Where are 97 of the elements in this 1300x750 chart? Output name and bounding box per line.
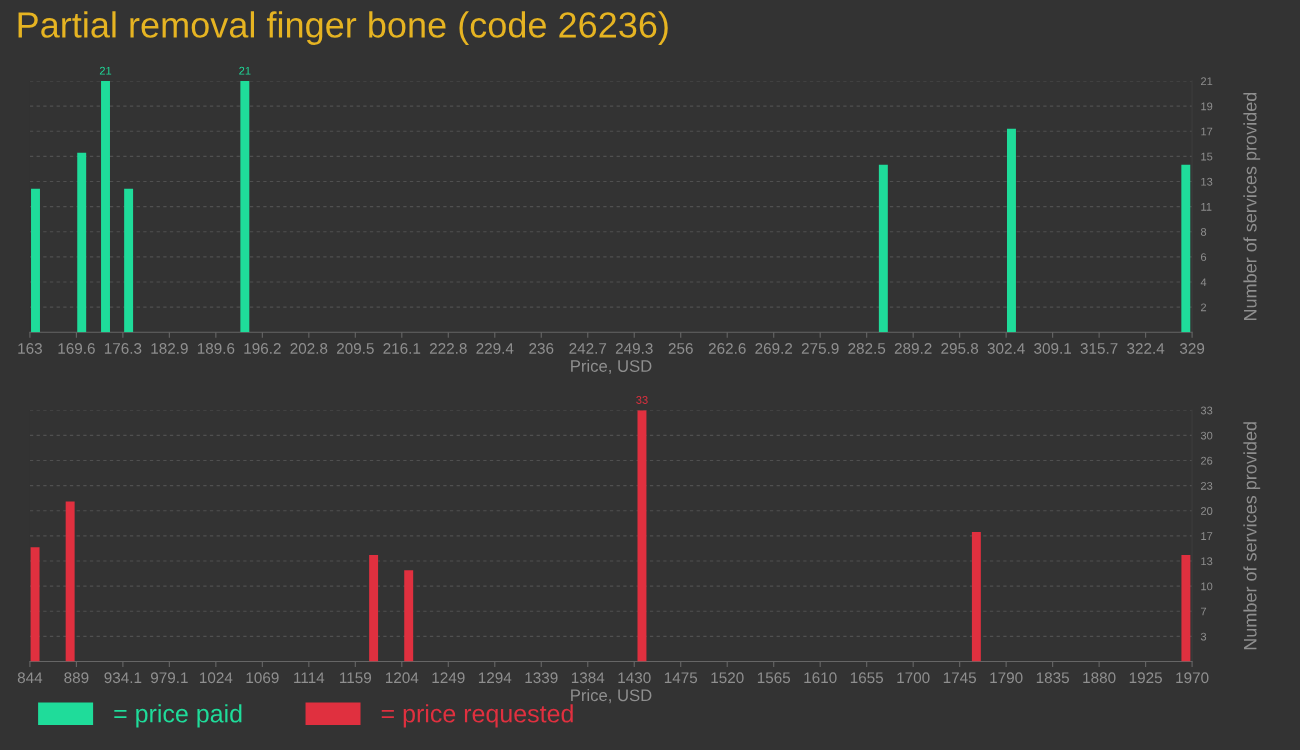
y-tick-label: 21 (1200, 77, 1213, 86)
x-tick-label: 889 (64, 672, 89, 684)
x-tick-label: 242.7 (569, 343, 607, 354)
bar (101, 81, 110, 333)
bar (404, 570, 414, 662)
bar (77, 152, 87, 333)
bar (31, 188, 40, 333)
x-tick-label: 1970 (1176, 672, 1209, 684)
x-tick-label: 189.6 (197, 343, 235, 354)
legend-label: = price requested (381, 704, 573, 728)
bar (637, 410, 647, 662)
x-axis-title: Price, USD (571, 359, 652, 374)
x-tick-label: 979.1 (150, 672, 188, 684)
x-tick-label: 236 (529, 343, 554, 354)
y-tick-label: 23 (1200, 481, 1213, 490)
chart-title: Partial removal finger bone (code 26236) (18, 11, 668, 45)
x-tick-label: 1925 (1129, 672, 1162, 684)
x-tick-label: 249.3 (615, 343, 653, 354)
x-tick-label: 256 (668, 343, 693, 354)
bar (65, 501, 75, 662)
bar (1006, 128, 1016, 333)
y-tick-label: 4 (1200, 278, 1207, 287)
x-tick-label: 1610 (804, 672, 837, 684)
x-tick-label: 1565 (757, 672, 791, 684)
x-tick-label: 934.1 (104, 672, 142, 684)
bar (1181, 554, 1191, 662)
x-tick-label: 269.2 (755, 343, 793, 354)
x-tick-label: 329 (1179, 343, 1205, 354)
y-tick-label: 6 (1201, 253, 1207, 262)
x-tick-label: 322.4 (1127, 343, 1165, 354)
x-tick-label: 315.7 (1080, 343, 1118, 354)
y-tick-label: 11 (1201, 203, 1212, 211)
bar (240, 81, 250, 333)
x-tick-label: 1520 (711, 672, 744, 684)
bar (878, 164, 888, 333)
x-tick-label: 1790 (990, 672, 1023, 684)
x-tick-label: 1069 (246, 672, 279, 684)
x-tick-label: 1655 (850, 672, 884, 684)
x-tick-label: 229.4 (476, 343, 514, 354)
data-label: 21 (99, 66, 112, 75)
x-tick-label: 196.2 (244, 343, 281, 354)
y-tick-label: 26 (1200, 456, 1213, 465)
x-tick-label: 1700 (897, 672, 930, 684)
x-tick-label: 182.9 (151, 343, 188, 354)
x-tick-label: 176.3 (104, 343, 142, 354)
x-tick-label: 275.9 (801, 343, 839, 354)
y-tick-label: 10 (1201, 582, 1213, 591)
y-tick-label: 20 (1200, 507, 1213, 515)
y-tick-label: 15 (1201, 152, 1213, 161)
x-tick-label: 1475 (664, 672, 698, 684)
x-tick-label: 309.1 (1034, 343, 1072, 354)
y-axis-title: Number of services provided (1243, 422, 1261, 650)
y-tick-label: 33 (1200, 406, 1213, 415)
x-tick-label: 1159 (340, 672, 372, 684)
x-tick-label: 1114 (294, 672, 325, 683)
bar (971, 532, 981, 662)
bar (30, 547, 40, 662)
y-tick-label: 3 (1200, 632, 1207, 641)
x-tick-label: 1835 (1036, 672, 1069, 684)
x-tick-label: 1204 (385, 672, 419, 684)
x-tick-label: 1249 (432, 672, 465, 684)
y-tick-label: 7 (1201, 607, 1207, 616)
y-tick-label: 13 (1201, 177, 1213, 186)
y-tick-label: 2 (1200, 303, 1207, 312)
x-tick-label: 163 (18, 343, 42, 354)
x-tick-label: 1880 (1083, 672, 1116, 684)
bar (369, 554, 379, 662)
data-label: 33 (636, 396, 648, 404)
x-tick-label: 169.6 (58, 343, 95, 354)
bar (124, 188, 134, 333)
x-tick-label: 302.4 (987, 343, 1025, 354)
y-tick-label: 30 (1200, 431, 1213, 440)
x-tick-label: 289.2 (894, 343, 932, 354)
x-tick-label: 209.5 (336, 343, 374, 354)
x-tick-label: 295.8 (941, 343, 979, 354)
bar (1181, 164, 1191, 333)
y-axis-title: Number of services provided (1243, 92, 1261, 321)
data-label: 21 (239, 66, 251, 75)
x-tick-label: 216.1 (383, 343, 421, 354)
y-tick-label: 17 (1201, 532, 1213, 540)
x-tick-label: 1745 (943, 672, 977, 684)
x-tick-label: 202.8 (290, 343, 328, 354)
x-tick-label: 222.8 (429, 343, 467, 354)
x-tick-label: 1339 (525, 672, 558, 684)
x-tick-label: 844 (17, 672, 43, 684)
x-tick-label: 1294 (478, 672, 512, 684)
x-tick-label: 262.6 (708, 343, 746, 354)
y-tick-label: 8 (1200, 228, 1207, 236)
y-tick-label: 19 (1201, 102, 1213, 111)
y-tick-label: 17 (1201, 127, 1213, 136)
legend-label: = price paid (114, 704, 242, 728)
x-tick-label: 1384 (571, 672, 605, 684)
x-tick-label: 1024 (200, 672, 233, 684)
x-axis-title: Price, USD (571, 688, 652, 704)
x-tick-label: 1430 (618, 672, 651, 684)
x-tick-label: 282.5 (848, 343, 886, 354)
y-tick-label: 13 (1201, 557, 1213, 566)
